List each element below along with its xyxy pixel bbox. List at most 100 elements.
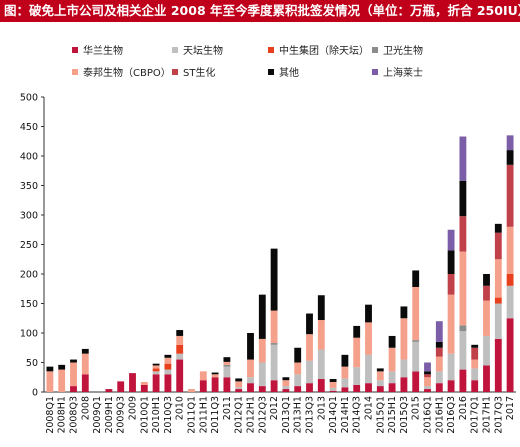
bar-segment (365, 322, 372, 355)
bar-segment (471, 359, 479, 369)
x-tick-label: 2012Q3 (257, 396, 268, 434)
bar-segment (81, 353, 89, 375)
y-tick-label: 400 (20, 152, 38, 163)
legend-item: 其他 (268, 64, 299, 79)
bar-segment (140, 384, 148, 392)
bar-segment (282, 380, 290, 387)
legend-label: 泰邦生物（CBPO） (83, 68, 171, 79)
bar-segment (483, 274, 490, 286)
x-tick-label: 2016H1 (434, 396, 445, 433)
bar-segment (447, 353, 455, 381)
bar-segment (483, 335, 490, 366)
bar-segment (294, 347, 302, 363)
bar-segment (294, 386, 302, 392)
bar-segment (341, 366, 349, 379)
bar-segment (317, 379, 325, 392)
legend-label: ST生化 (183, 68, 216, 79)
bar-segment (435, 356, 443, 372)
bar-segment (258, 362, 266, 387)
x-tick-label: 2009Q3 (116, 396, 127, 434)
x-tick-label: 2015 (411, 396, 422, 420)
bar-segment (152, 365, 160, 369)
legend-item: 天坛生物 (172, 42, 223, 57)
bar-segment (81, 348, 89, 354)
legend-label: 天坛生物 (183, 46, 223, 57)
x-tick-label: 2015H1 (387, 396, 398, 433)
bar-segment (471, 368, 479, 381)
bar-segment (447, 250, 455, 274)
legend-item: 华兰生物 (72, 42, 123, 57)
bar-segment (447, 274, 455, 295)
bar-segment (494, 223, 502, 233)
bar-segment (140, 381, 148, 385)
x-tick-label: 2008H1 (57, 396, 68, 433)
bar-segment (447, 294, 455, 354)
y-tick-label: 500 (20, 93, 38, 104)
bar-segment (376, 380, 384, 387)
bar-segment (388, 371, 396, 384)
bar-segment (164, 363, 172, 370)
bar-segment (270, 343, 278, 345)
legend-item: 卫光生物 (372, 42, 423, 57)
bar-segment (270, 310, 278, 344)
x-tick-label: 2011 (222, 396, 233, 420)
bar-segment (46, 366, 54, 372)
bar-segment (70, 359, 77, 363)
bar-segment (46, 371, 54, 392)
bar-segment (459, 369, 467, 392)
x-tick-label: 2013 (316, 396, 327, 420)
bar-segment (199, 371, 207, 381)
bar-segment (459, 331, 467, 370)
bar-segment (70, 386, 77, 392)
legend-label: 卫光生物 (383, 46, 423, 57)
bar-segment (317, 349, 325, 380)
bar-segment (365, 354, 372, 384)
x-tick-label: 2008Q3 (69, 396, 80, 434)
bar-segment (317, 320, 325, 350)
bar-segment (506, 135, 514, 151)
legend-swatch (172, 46, 178, 53)
bar-segment (424, 389, 431, 392)
x-tick-label: 2016Q3 (446, 396, 457, 434)
legend-item: 上海莱士 (372, 64, 423, 79)
bar-segment (270, 248, 278, 311)
bar-segment (376, 368, 384, 372)
bar-segment (424, 377, 431, 387)
bar-segment (435, 347, 443, 357)
chart-title: 图：破免上市公司及相关企业 2008 年至今季度累积批签发情况（单位：万瓶，折合… (0, 0, 520, 22)
x-tick-label: 2017Q3 (493, 396, 504, 434)
bar-segment (400, 306, 408, 319)
bar-segment (58, 364, 66, 370)
x-tick-label: 2012H1 (246, 396, 257, 433)
x-tick-label: 2014 (364, 396, 375, 420)
bar-segment (223, 366, 231, 378)
bar-segment (341, 378, 349, 388)
bar-segment (388, 383, 396, 392)
bar-segment (258, 386, 266, 392)
bar-segment (270, 344, 278, 381)
y-tick-label: 100 (20, 329, 38, 340)
bar-segment (188, 389, 195, 392)
bar-segment (317, 295, 325, 321)
bar-segment (471, 344, 479, 348)
bar-segment (459, 136, 467, 181)
bar-segment (58, 369, 66, 392)
x-tick-label: 2010Q3 (163, 396, 174, 434)
x-tick-label: 2017H1 (482, 396, 493, 433)
bar-segment (506, 285, 514, 319)
y-tick-label: 350 (20, 181, 38, 192)
y-tick-label: 200 (20, 270, 38, 281)
bar-segment (376, 386, 384, 392)
bar-segment (247, 377, 254, 384)
bar-segment (306, 334, 313, 361)
bar-segment (258, 338, 266, 363)
bar-segment (235, 389, 243, 392)
bar-segment (329, 381, 337, 388)
bar-segment (282, 389, 290, 392)
x-tick-label: 2011Q1 (187, 396, 198, 434)
bar-segment (506, 164, 514, 227)
bar-segment (235, 378, 243, 382)
legend-label: 上海莱士 (383, 68, 423, 79)
bar-segment (164, 369, 172, 375)
